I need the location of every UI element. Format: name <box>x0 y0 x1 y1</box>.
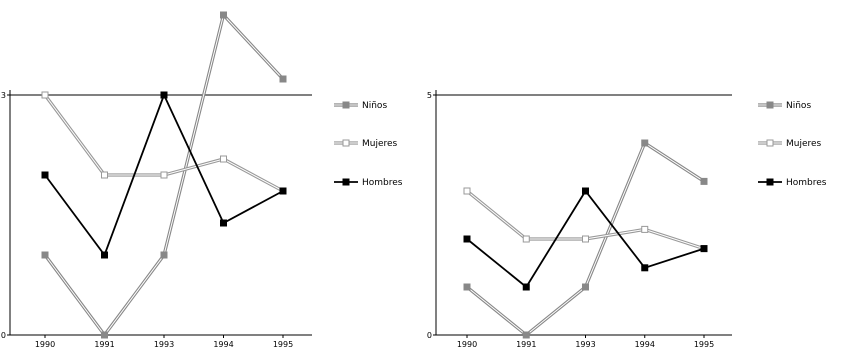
legend-label: Hombres <box>362 178 403 188</box>
y-tick-label: 0 <box>1 331 6 340</box>
chart-2: 0 5 1990 1991 1993 1994 1995 Niños Mujeres Hombre… <box>427 90 827 349</box>
data-point <box>522 283 530 291</box>
x-tick-label: 1994 <box>635 340 655 349</box>
data-point <box>101 331 108 339</box>
data-point <box>463 187 471 195</box>
series-hombres <box>463 187 708 291</box>
legend-marker <box>342 139 350 147</box>
data-point <box>160 91 168 99</box>
legend-label: Mujeres <box>786 139 822 149</box>
data-point <box>463 235 471 243</box>
legend-marker <box>342 101 350 109</box>
data-point <box>220 11 227 19</box>
data-point <box>220 155 227 163</box>
data-point <box>101 251 108 259</box>
legend-marker <box>766 139 774 147</box>
legend-item: Mujeres <box>758 139 822 149</box>
x-tick-label: 1993 <box>575 340 595 349</box>
data-point <box>700 245 708 253</box>
series-mujeres <box>41 91 287 195</box>
data-point <box>700 177 708 185</box>
data-point <box>522 331 530 339</box>
legend-marker <box>766 178 774 186</box>
data-point <box>582 235 589 243</box>
x-tick-label: 1993 <box>154 340 174 349</box>
legend-marker <box>342 178 350 186</box>
data-point <box>160 171 168 179</box>
legend-item: Hombres <box>334 178 403 188</box>
legend-item: Mujeres <box>334 139 398 149</box>
legend-label: Hombres <box>786 178 827 188</box>
x-tick-label: 1994 <box>213 340 233 349</box>
data-point <box>522 235 530 243</box>
x-tick-label: 1990 <box>457 340 477 349</box>
legend-label: Niños <box>362 101 387 111</box>
series-hombres <box>41 91 287 259</box>
data-point <box>641 264 649 272</box>
y-tick-label: 3 <box>1 91 6 100</box>
data-point <box>160 251 168 259</box>
chart-1: 0 3 1990 1991 1993 1994 1995 Niños Mujeres Hombre… <box>1 11 403 349</box>
data-point <box>641 139 649 147</box>
y-tick-label: 5 <box>427 91 432 100</box>
series-nios <box>463 139 708 339</box>
series-nios <box>41 11 287 339</box>
legend-item: Niños <box>334 101 387 111</box>
y-tick-label: 0 <box>427 331 432 340</box>
legend-item: Hombres <box>758 178 827 188</box>
legend-label: Mujeres <box>362 139 398 149</box>
data-point <box>101 171 108 179</box>
data-point <box>41 171 49 179</box>
data-point <box>41 251 49 259</box>
legend-item: Niños <box>758 101 811 111</box>
legend-marker <box>766 101 774 109</box>
data-point <box>279 187 287 195</box>
x-tick-label: 1990 <box>35 340 55 349</box>
x-tick-label: 1995 <box>694 340 714 349</box>
legend-label: Niños <box>786 101 811 111</box>
data-point <box>220 219 227 227</box>
data-point <box>41 91 49 99</box>
x-tick-label: 1991 <box>516 340 536 349</box>
x-tick-label: 1995 <box>273 340 293 349</box>
data-point <box>279 75 287 83</box>
data-point <box>582 187 589 195</box>
data-point <box>641 225 649 233</box>
data-point <box>463 283 471 291</box>
data-point <box>582 283 589 291</box>
series-mujeres <box>463 187 708 253</box>
x-tick-label: 1991 <box>94 340 114 349</box>
